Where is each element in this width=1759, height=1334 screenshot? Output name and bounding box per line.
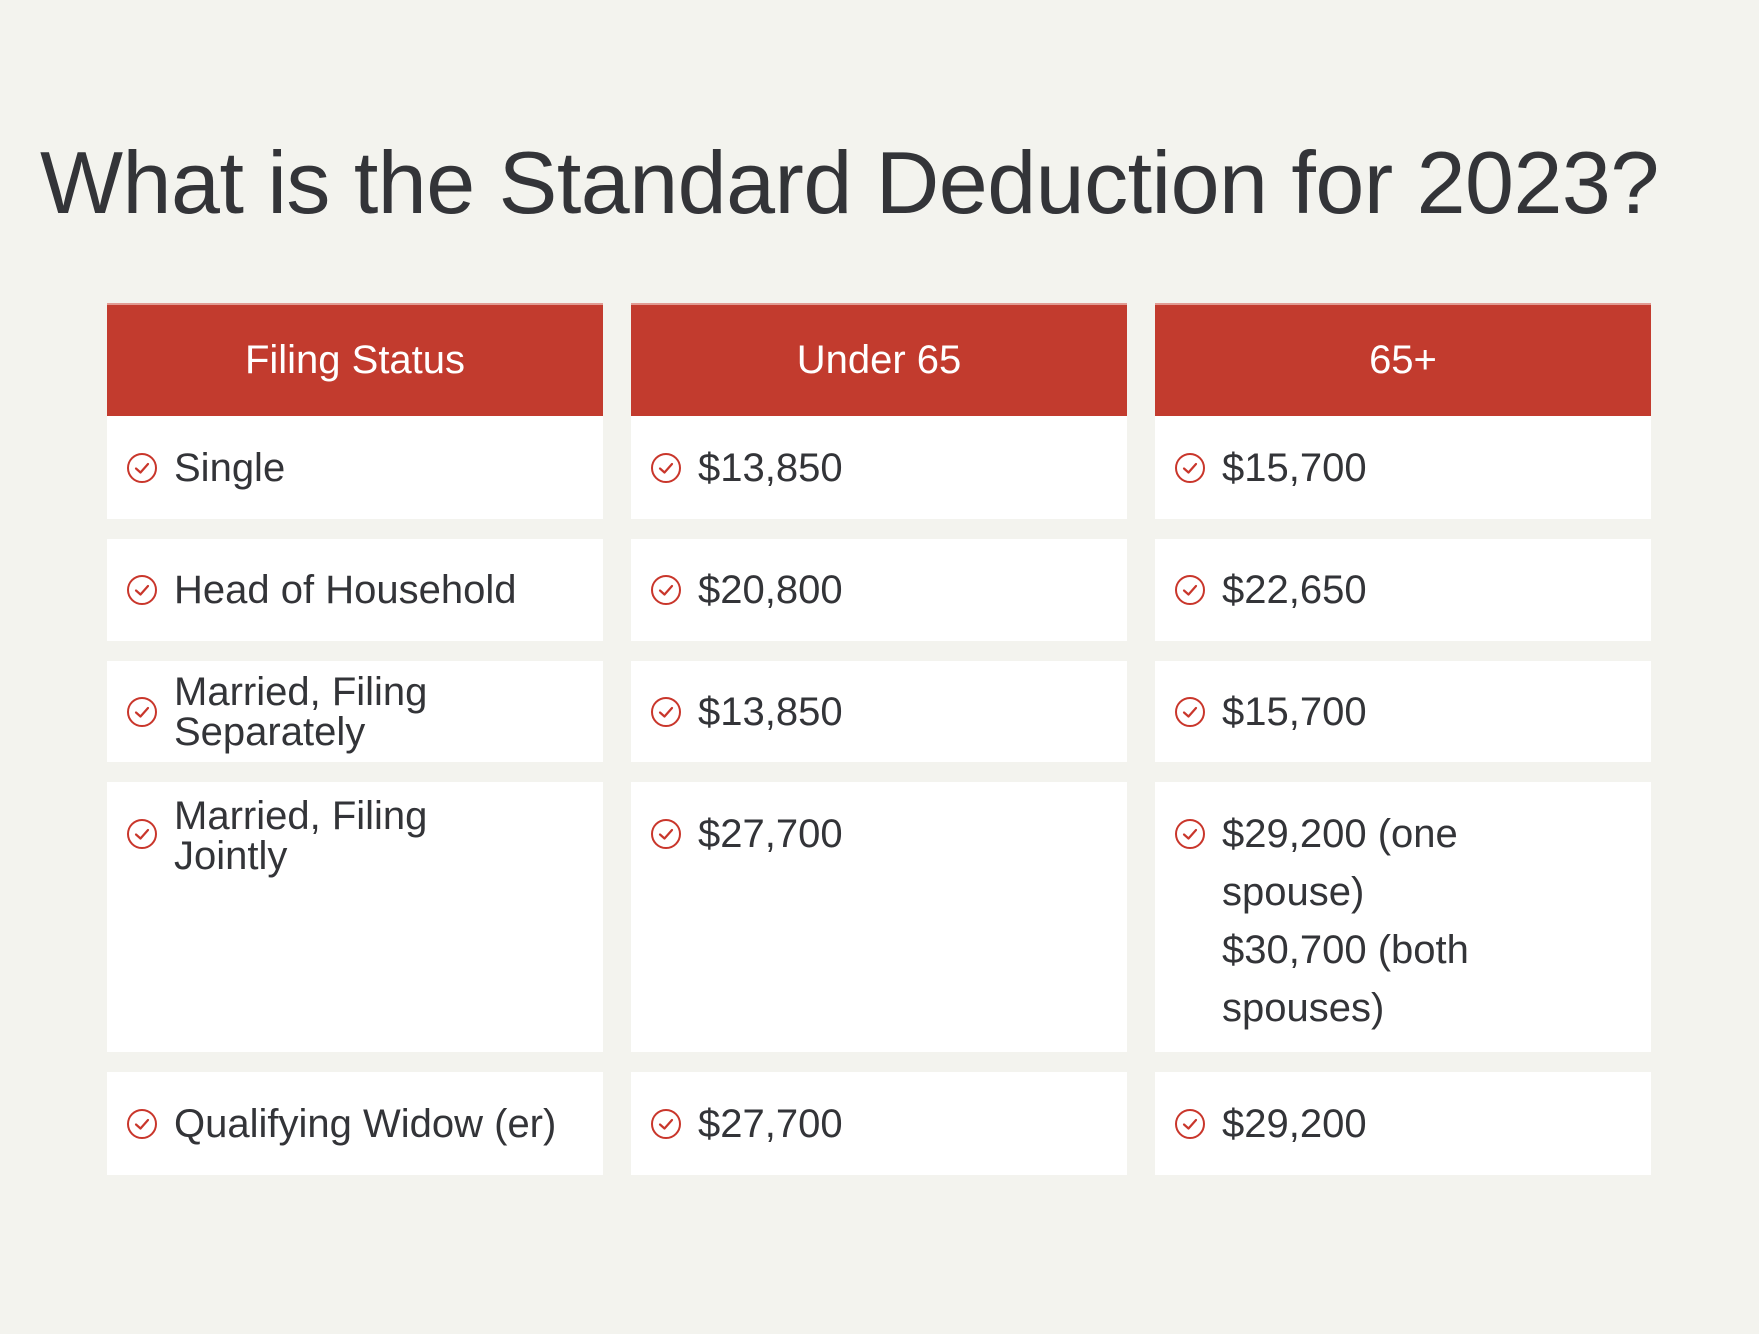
column-header-65-plus: 65+: [1155, 303, 1651, 416]
check-circle-icon: [125, 1107, 159, 1141]
filing-status-label: Single: [174, 445, 286, 490]
filing-status-label: Head of Household: [174, 568, 517, 612]
check-circle-icon: [125, 573, 159, 607]
under-65-cell: $27,700: [631, 782, 1127, 1052]
under-65-amount: $20,800: [698, 568, 843, 612]
check-circle-icon: [1173, 1107, 1207, 1141]
check-circle-icon: [1173, 817, 1207, 851]
filing-status-cell: Qualifying Widow (er): [107, 1072, 603, 1175]
filing-status-label: Married, Filing Separately: [174, 669, 428, 754]
filing-status-cell: Married, Filing Jointly: [107, 782, 603, 1052]
over-65-cell: $29,200: [1155, 1072, 1651, 1175]
table-row: Single $13,850 $15,700: [107, 416, 1651, 519]
under-65-cell: $13,850: [631, 661, 1127, 762]
over-65-amount: $15,700: [1222, 689, 1367, 734]
table-header-row: Filing Status Under 65 65+: [107, 303, 1651, 416]
over-65-amount: $29,200 (one spouse) $30,700 (both spous…: [1222, 812, 1469, 1030]
filing-status-label: Qualifying Widow (er): [174, 1101, 557, 1146]
under-65-amount: $13,850: [698, 445, 843, 490]
under-65-amount: $13,850: [698, 689, 843, 734]
column-header-filing-status: Filing Status: [107, 303, 603, 416]
standard-deduction-table: Filing Status Under 65 65+ Single $13,85…: [107, 303, 1651, 1175]
check-circle-icon: [649, 817, 683, 851]
under-65-cell: $27,700: [631, 1072, 1127, 1175]
over-65-amount: $22,650: [1222, 568, 1367, 612]
filing-status-cell: Single: [107, 416, 603, 519]
over-65-cell: $15,700: [1155, 661, 1651, 762]
filing-status-cell: Married, Filing Separately: [107, 661, 603, 762]
check-circle-icon: [1173, 451, 1207, 485]
under-65-amount: $27,700: [698, 812, 843, 856]
column-header-under-65: Under 65: [631, 303, 1127, 416]
under-65-cell: $13,850: [631, 416, 1127, 519]
over-65-cell: $22,650: [1155, 539, 1651, 641]
over-65-cell: $29,200 (one spouse) $30,700 (both spous…: [1155, 782, 1651, 1052]
over-65-amount: $29,200: [1222, 1101, 1367, 1146]
over-65-cell: $15,700: [1155, 416, 1651, 519]
check-circle-icon: [1173, 573, 1207, 607]
table-row: Married, Filing Separately $13,850 $15,7…: [107, 661, 1651, 762]
table-row: Head of Household $20,800 $22,650: [107, 539, 1651, 641]
check-circle-icon: [649, 451, 683, 485]
under-65-amount: $27,700: [698, 1101, 843, 1146]
over-65-amount: $15,700: [1222, 445, 1367, 490]
table-row: Married, Filing Jointly $27,700 $29,200 …: [107, 782, 1651, 1052]
table-row: Qualifying Widow (er) $27,700 $29,200: [107, 1072, 1651, 1175]
check-circle-icon: [125, 817, 159, 851]
check-circle-icon: [649, 1107, 683, 1141]
under-65-cell: $20,800: [631, 539, 1127, 641]
page-title: What is the Standard Deduction for 2023?: [40, 133, 1659, 232]
filing-status-label: Married, Filing Jointly: [174, 794, 428, 878]
filing-status-cell: Head of Household: [107, 539, 603, 641]
check-circle-icon: [125, 695, 159, 729]
check-circle-icon: [1173, 695, 1207, 729]
check-circle-icon: [125, 451, 159, 485]
check-circle-icon: [649, 695, 683, 729]
check-circle-icon: [649, 573, 683, 607]
